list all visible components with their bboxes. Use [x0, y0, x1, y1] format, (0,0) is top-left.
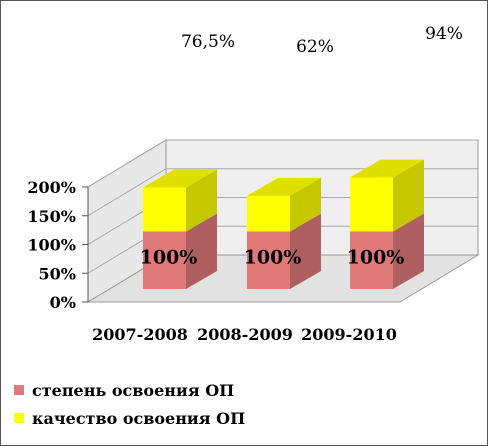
bar-segment-bottom [247, 231, 290, 289]
bar-segment-top [350, 177, 393, 232]
bar-segment-bottom [350, 231, 393, 289]
legend-label-0: степень освоения ОП [32, 380, 235, 400]
bar-segment-top [143, 187, 186, 232]
bar-side-top [393, 159, 424, 232]
data-label-bottom: 100% [244, 247, 302, 269]
bar-side-bottom [393, 213, 424, 289]
bar-side-top [290, 177, 321, 232]
x-tick-label: 2008-2009 [197, 325, 293, 344]
y-tick-label: 100% [27, 236, 76, 255]
bar-segment-top [247, 195, 290, 232]
bar-side-bottom [290, 213, 321, 289]
y-tick-label: 0% [50, 293, 76, 312]
bar-side-top [186, 169, 217, 232]
data-label-top: 62% [296, 37, 334, 57]
legend-swatch-1 [14, 413, 24, 423]
y-tick-label: 200% [27, 178, 76, 197]
y-tick-label: 50% [39, 264, 76, 283]
legend-item-1: качество освоения ОП [14, 404, 245, 432]
bar-top-face [143, 169, 217, 188]
data-label-top: 94% [425, 24, 463, 44]
data-label-bottom: 100% [347, 247, 405, 269]
legend-label-1: качество освоения ОП [32, 408, 246, 428]
bar-side-bottom [186, 213, 217, 289]
x-tick-label: 2007-2008 [92, 325, 188, 344]
gridline [87, 139, 478, 188]
data-label-bottom: 100% [140, 247, 198, 269]
bar-segment-bottom [143, 231, 186, 289]
bar-top-face [247, 177, 321, 196]
x-tick-label: 2009-2010 [301, 325, 397, 344]
data-label-top: 76,5% [181, 32, 235, 52]
legend-item-0: степень освоения ОП [14, 376, 245, 404]
legend-swatch-0 [14, 385, 24, 395]
bar-top-face [350, 159, 424, 178]
legend: степень освоения ОП качество освоения ОП [14, 376, 245, 432]
y-tick-label: 150% [27, 207, 76, 226]
